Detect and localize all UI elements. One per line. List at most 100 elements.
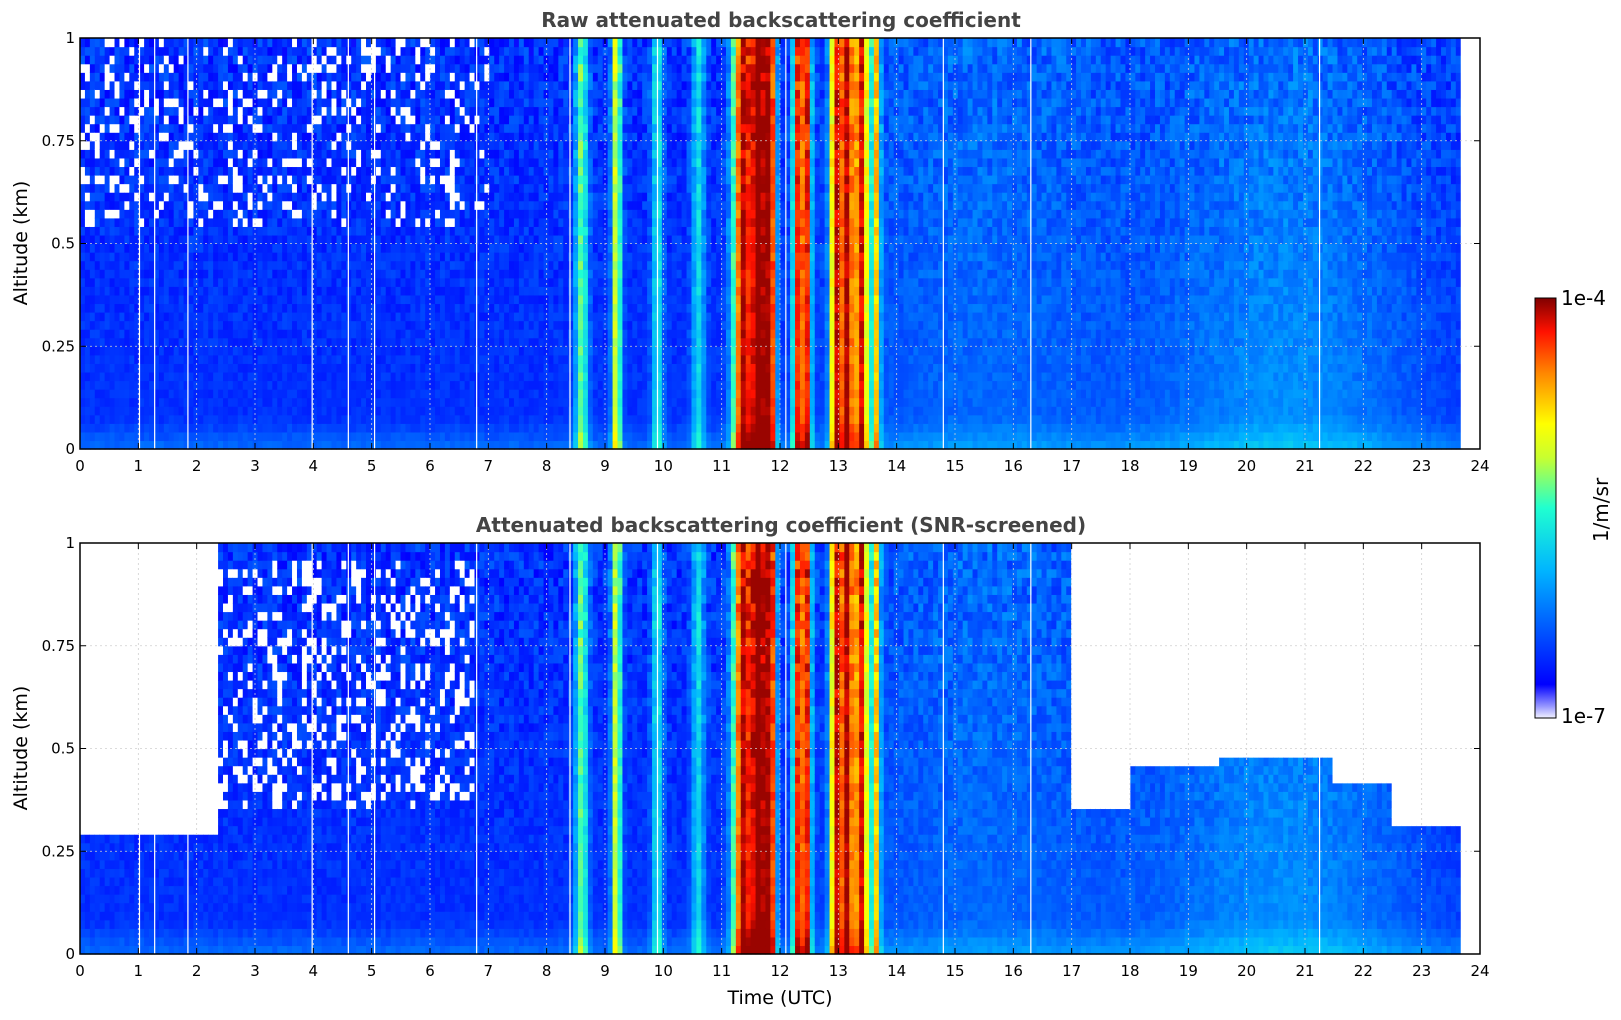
- heatmap-cell: [322, 303, 328, 312]
- heatmap-cell: [149, 261, 155, 270]
- heatmap-cell: [336, 381, 342, 390]
- heatmap-cell: [262, 338, 268, 347]
- heatmap-cell: [336, 295, 342, 304]
- heatmap-cell: [119, 124, 125, 133]
- heatmap-cell: [277, 132, 283, 141]
- heatmap-cell: [233, 261, 239, 270]
- heatmap-cell: [287, 47, 293, 56]
- heatmap-cell: [351, 72, 357, 81]
- heatmap-cell: [302, 244, 308, 253]
- heatmap-cell: [119, 158, 125, 167]
- heatmap-cell: [218, 321, 224, 330]
- heatmap-cell: [193, 329, 199, 338]
- heatmap-cell: [213, 252, 219, 261]
- heatmap-cell: [243, 312, 249, 321]
- heatmap-cell: [95, 312, 101, 321]
- heatmap-cell: [386, 55, 392, 64]
- heatmap-cell: [307, 124, 313, 133]
- heatmap-cell: [262, 235, 268, 244]
- heatmap-cell: [361, 47, 367, 56]
- heatmap-cell: [366, 363, 372, 372]
- heatmap-cell: [243, 355, 249, 364]
- heatmap-cell: [203, 269, 209, 278]
- heatmap-cell: [159, 98, 165, 107]
- heatmap-cell: [322, 312, 328, 321]
- heatmap-cell: [361, 166, 367, 175]
- heatmap-cell: [110, 235, 116, 244]
- heatmap-cell: [188, 132, 194, 141]
- heatmap-cell: [317, 363, 323, 372]
- heatmap-cell: [169, 346, 175, 355]
- heatmap-cell: [346, 398, 352, 407]
- heatmap-cell: [129, 166, 135, 175]
- heatmap-cell: [238, 372, 244, 381]
- heatmap-cell: [243, 278, 249, 287]
- heatmap-cell: [292, 132, 298, 141]
- heatmap-cell: [341, 201, 347, 210]
- heatmap-cell: [341, 312, 347, 321]
- heatmap-cell: [198, 141, 204, 150]
- heatmap-cell: [331, 175, 337, 184]
- heatmap-cell: [287, 38, 293, 47]
- heatmap-cell: [277, 141, 283, 150]
- heatmap-cell: [80, 346, 86, 355]
- heatmap-cell: [258, 389, 264, 398]
- heatmap-cell: [376, 278, 382, 287]
- heatmap-cell: [188, 192, 194, 201]
- heatmap-cell: [144, 312, 150, 321]
- heatmap-cell: [282, 415, 288, 424]
- heatmap-cell: [203, 166, 209, 175]
- heatmap-cell: [179, 115, 185, 124]
- heatmap-cell: [105, 252, 111, 261]
- heatmap-cell: [228, 64, 234, 73]
- heatmap-cell: [366, 47, 372, 56]
- heatmap-cell: [361, 38, 367, 47]
- heatmap-cell: [115, 55, 121, 64]
- heatmap-cell: [243, 132, 249, 141]
- heatmap-cell: [110, 81, 116, 90]
- heatmap-cell: [361, 329, 367, 338]
- heatmap-cell: [95, 423, 101, 432]
- heatmap-cell: [381, 261, 387, 270]
- heatmap-cell: [331, 107, 337, 116]
- heatmap-cell: [346, 261, 352, 270]
- heatmap-cell: [331, 158, 337, 167]
- heatmap-cell: [282, 346, 288, 355]
- heatmap-cell: [366, 64, 372, 73]
- heatmap-cell: [188, 141, 194, 150]
- heatmap-cell: [110, 372, 116, 381]
- heatmap-cell: [169, 389, 175, 398]
- heatmap-cell: [282, 72, 288, 81]
- heatmap-cell: [366, 218, 372, 227]
- heatmap-cell: [105, 363, 111, 372]
- heatmap-cell: [218, 286, 224, 295]
- heatmap-cell: [149, 269, 155, 278]
- heatmap-cell: [159, 166, 165, 175]
- heatmap-cell: [80, 149, 86, 158]
- heatmap-cell: [292, 218, 298, 227]
- heatmap-cell: [307, 149, 313, 158]
- heatmap-cell: [115, 47, 121, 56]
- heatmap-cell: [376, 423, 382, 432]
- heatmap-cell: [174, 321, 180, 330]
- heatmap-cell: [124, 398, 130, 407]
- heatmap-cell: [95, 158, 101, 167]
- heatmap-cell: [272, 440, 278, 449]
- heatmap-cell: [351, 38, 357, 47]
- heatmap-cell: [262, 398, 268, 407]
- heatmap-cell: [188, 158, 194, 167]
- heatmap-cell: [223, 38, 229, 47]
- heatmap-cell: [341, 98, 347, 107]
- heatmap-cell: [198, 89, 204, 98]
- heatmap-cell: [193, 81, 199, 90]
- heatmap-cell: [267, 98, 273, 107]
- heatmap-cell: [366, 406, 372, 415]
- heatmap-cell: [356, 269, 362, 278]
- heatmap-cell: [149, 346, 155, 355]
- heatmap-cell: [85, 278, 91, 287]
- heatmap-cell: [307, 81, 313, 90]
- heatmap-cell: [381, 132, 387, 141]
- heatmap-cell: [346, 338, 352, 347]
- heatmap-cell: [386, 107, 392, 116]
- heatmap-cell: [228, 303, 234, 312]
